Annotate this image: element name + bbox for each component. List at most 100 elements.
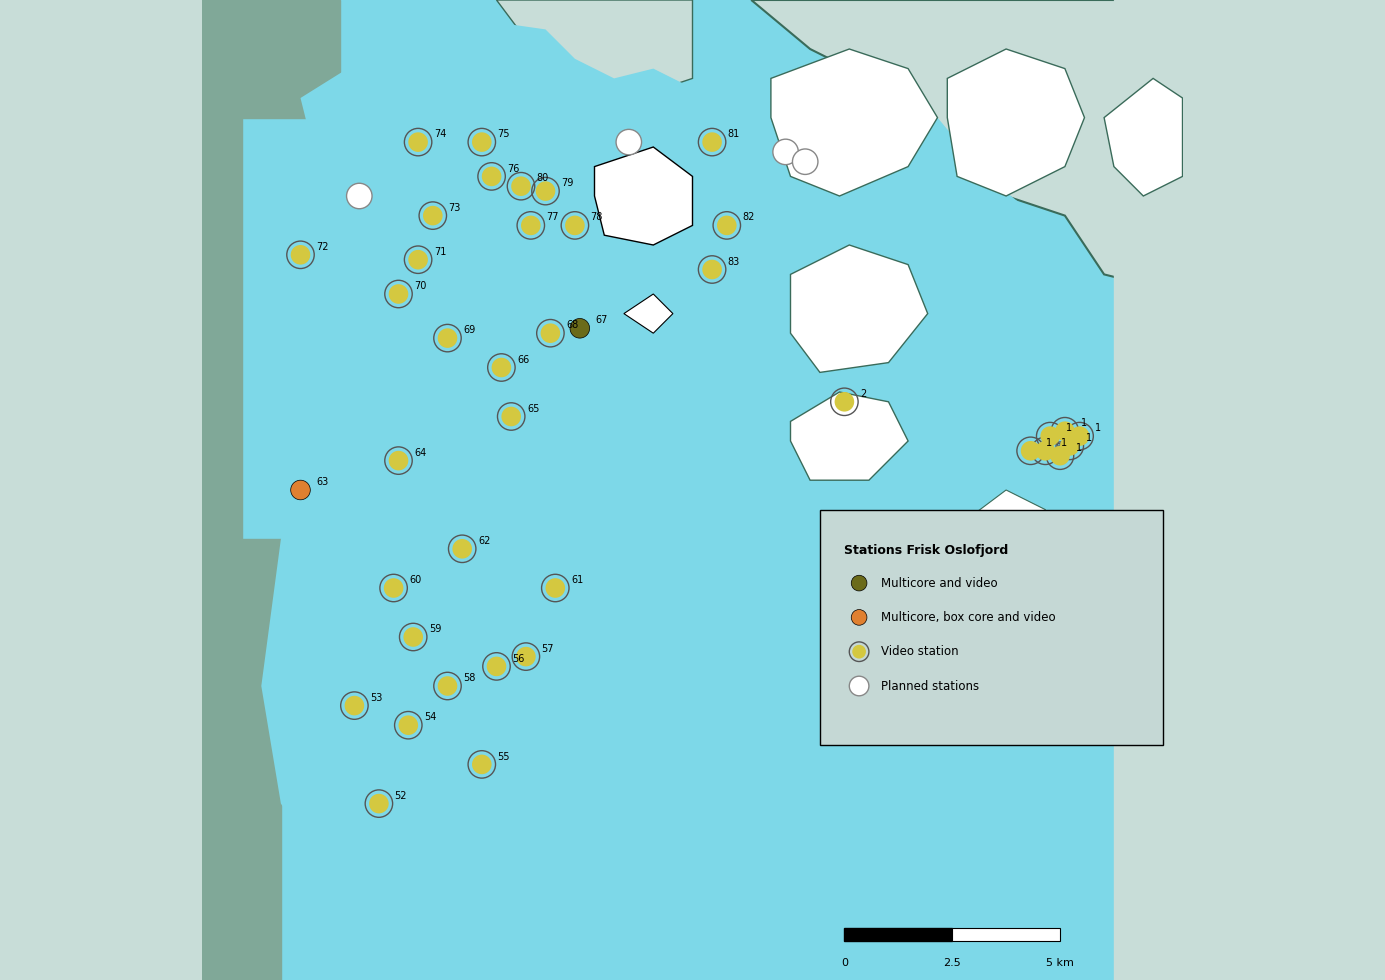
Text: 75: 75	[497, 129, 510, 139]
Text: 81: 81	[727, 129, 740, 139]
Bar	[202, 0, 242, 980]
Text: 82: 82	[742, 213, 755, 222]
Polygon shape	[947, 49, 1084, 196]
Text: 71: 71	[434, 247, 446, 257]
Bar	[1114, 0, 1183, 980]
Text: 52: 52	[395, 791, 407, 801]
Text: 57: 57	[542, 644, 554, 654]
Circle shape	[540, 323, 560, 343]
Circle shape	[511, 176, 530, 196]
FancyBboxPatch shape	[820, 510, 1163, 745]
Circle shape	[501, 407, 521, 426]
Text: 61: 61	[571, 575, 583, 585]
Circle shape	[345, 696, 364, 715]
Text: 73: 73	[449, 203, 461, 213]
Circle shape	[1040, 426, 1060, 446]
Circle shape	[702, 260, 722, 279]
Text: 1: 1	[1061, 438, 1066, 448]
Circle shape	[492, 358, 511, 377]
Circle shape	[1069, 426, 1090, 446]
Circle shape	[849, 676, 868, 696]
Circle shape	[438, 676, 457, 696]
Circle shape	[792, 149, 819, 174]
Circle shape	[773, 139, 798, 165]
Circle shape	[399, 715, 418, 735]
Text: 5 km: 5 km	[1046, 958, 1073, 968]
Circle shape	[409, 132, 428, 152]
Circle shape	[717, 216, 737, 235]
Circle shape	[852, 610, 867, 625]
Text: 70: 70	[414, 281, 427, 291]
Text: 74: 74	[434, 129, 446, 139]
Text: 56: 56	[512, 654, 525, 663]
Polygon shape	[751, 0, 1183, 294]
Circle shape	[536, 181, 555, 201]
Circle shape	[482, 167, 501, 186]
Bar	[202, 539, 281, 980]
Circle shape	[409, 250, 428, 270]
Circle shape	[291, 480, 310, 500]
Circle shape	[835, 392, 855, 412]
Circle shape	[346, 183, 373, 209]
Circle shape	[852, 645, 866, 659]
Text: 83: 83	[727, 257, 740, 267]
Circle shape	[472, 132, 492, 152]
Polygon shape	[967, 490, 1046, 568]
Circle shape	[291, 245, 310, 265]
Text: 77: 77	[547, 213, 560, 222]
Circle shape	[384, 578, 403, 598]
Polygon shape	[496, 0, 692, 98]
Circle shape	[472, 755, 492, 774]
Circle shape	[1036, 441, 1055, 461]
Bar	[845, 928, 953, 941]
Polygon shape	[623, 294, 673, 333]
Text: 1: 1	[1046, 438, 1053, 448]
Circle shape	[403, 627, 422, 647]
Circle shape	[453, 539, 472, 559]
Circle shape	[389, 451, 409, 470]
Text: 0: 0	[841, 958, 848, 968]
Polygon shape	[712, 78, 1065, 490]
Text: Video station: Video station	[881, 645, 958, 659]
Text: 79: 79	[561, 178, 573, 188]
Polygon shape	[791, 392, 909, 480]
Polygon shape	[1104, 78, 1183, 196]
Text: 66: 66	[517, 355, 529, 365]
Text: 72: 72	[316, 242, 328, 252]
Text: 55: 55	[497, 752, 510, 761]
Circle shape	[389, 284, 409, 304]
Circle shape	[616, 129, 641, 155]
Circle shape	[546, 578, 565, 598]
Bar	[202, 0, 339, 118]
Text: 68: 68	[566, 320, 579, 330]
Circle shape	[1060, 436, 1079, 456]
Circle shape	[852, 575, 867, 591]
Text: 64: 64	[414, 448, 427, 458]
Bar	[953, 928, 1060, 941]
Text: 2: 2	[860, 389, 867, 399]
Circle shape	[368, 794, 389, 813]
Text: 1: 1	[1076, 443, 1082, 453]
Circle shape	[521, 216, 540, 235]
Text: 2.5: 2.5	[943, 958, 961, 968]
Text: Planned stations: Planned stations	[881, 679, 979, 693]
Text: 1: 1	[1096, 423, 1101, 433]
Text: 78: 78	[590, 213, 602, 222]
Text: 54: 54	[424, 712, 436, 722]
Text: Multicore and video: Multicore and video	[881, 576, 997, 590]
Text: 80: 80	[536, 173, 548, 183]
Text: 67: 67	[596, 316, 608, 325]
Text: Multicore, box core and video: Multicore, box core and video	[881, 611, 1055, 624]
Circle shape	[422, 206, 443, 225]
Text: 1: 1	[1080, 418, 1087, 428]
Text: 1: 1	[1086, 433, 1091, 443]
Text: 65: 65	[526, 404, 539, 414]
Text: 60: 60	[410, 575, 421, 585]
Text: 1: 1	[1066, 423, 1072, 433]
Text: 69: 69	[463, 325, 475, 335]
Text: 63: 63	[316, 477, 328, 487]
Polygon shape	[791, 245, 928, 372]
Polygon shape	[594, 147, 692, 245]
Circle shape	[1021, 441, 1040, 461]
Text: 53: 53	[370, 693, 382, 703]
